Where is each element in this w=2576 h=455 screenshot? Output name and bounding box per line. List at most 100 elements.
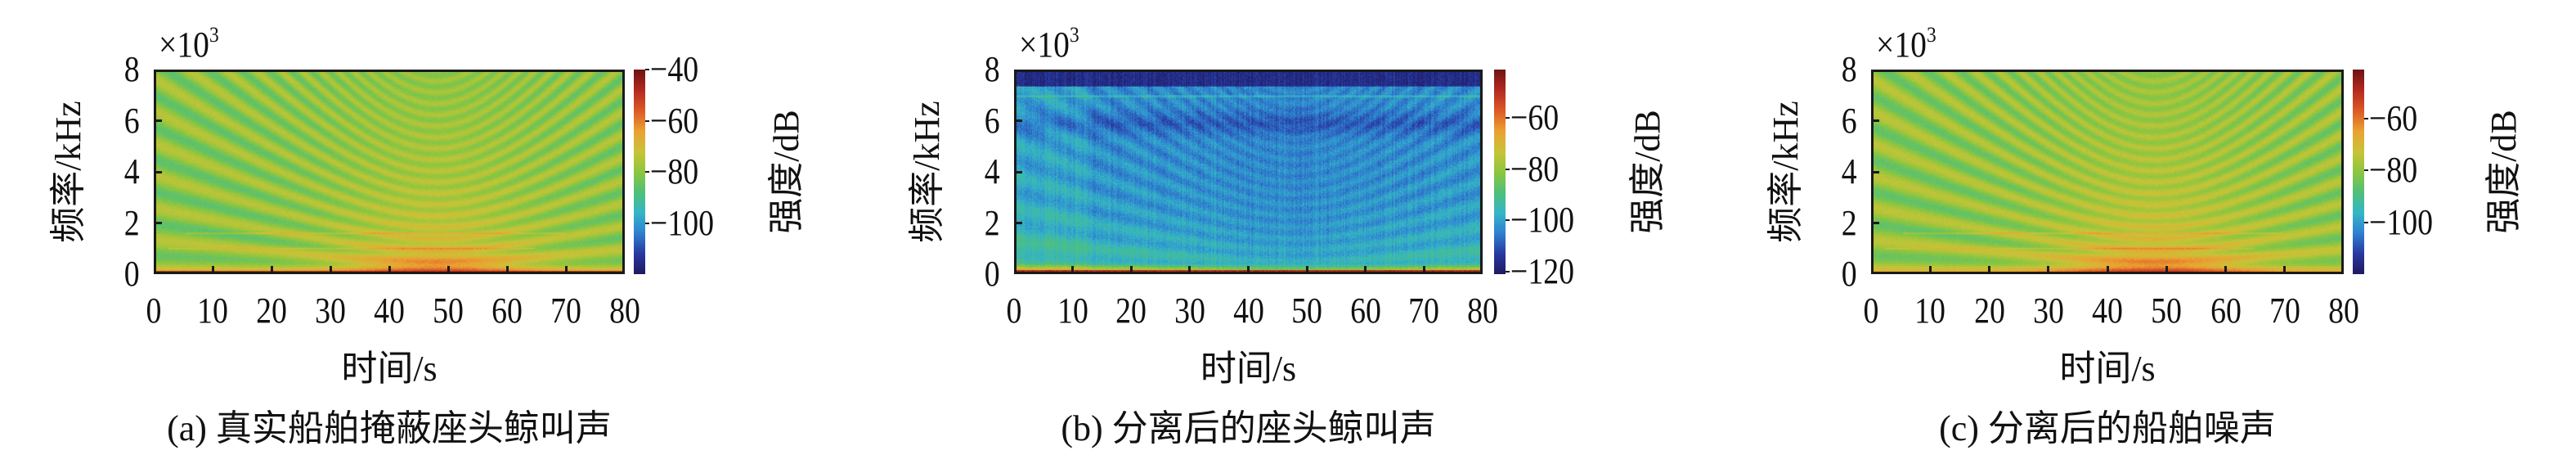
- x-tick-mark: [447, 266, 450, 273]
- y-tick-label: 6: [1841, 100, 1857, 141]
- x-tick-label: 20: [1973, 291, 2005, 331]
- colorbar-tick-label: −80: [1510, 148, 1560, 189]
- x-tick-mark: [2224, 266, 2227, 273]
- colorbar-gradient: [1494, 70, 1506, 274]
- x-tick-mark: [270, 266, 273, 273]
- colorbar-gradient: [634, 70, 645, 274]
- y-tick-mark: [1016, 119, 1022, 122]
- y-axis-label: 频率/kHz: [48, 101, 88, 243]
- x-tick-label: 40: [374, 291, 405, 331]
- y-tick-label: 8: [984, 49, 1000, 89]
- colorbar-gradient: [2353, 70, 2364, 274]
- x-tick-label: 30: [2032, 291, 2064, 331]
- colorbar-tick-mark: [645, 119, 649, 122]
- x-tick-mark: [1364, 266, 1367, 273]
- y-tick-label: 2: [984, 202, 1000, 243]
- colorbar-label: 强度/dB: [2484, 110, 2524, 234]
- x-tick-label: 10: [1914, 291, 1946, 331]
- y-tick-label: 0: [1841, 254, 1857, 294]
- x-axis-label: 时间/s: [341, 349, 438, 389]
- x-tick-label: 10: [1057, 291, 1088, 331]
- y-axis-multiplier: ×103: [1876, 15, 1936, 65]
- x-tick-mark: [1988, 266, 1990, 273]
- y-tick-label: 4: [123, 151, 140, 191]
- x-tick-mark: [2106, 266, 2109, 273]
- x-tick-label: 20: [256, 291, 287, 331]
- colorbar-tick-mark: [1506, 219, 1510, 222]
- x-tick-label: 60: [1349, 291, 1381, 331]
- multiplier-base: ×10: [1019, 25, 1070, 65]
- y-axis-multiplier: ×103: [1019, 15, 1079, 65]
- colorbar-tick-mark: [645, 69, 649, 70]
- colorbar-tick-label: −60: [1510, 97, 1560, 138]
- colorbar-tick-label: −60: [2369, 98, 2418, 139]
- x-tick-label: 70: [2269, 291, 2300, 331]
- y-tick-label: 8: [123, 49, 140, 89]
- y-tick-mark: [1873, 222, 1879, 224]
- y-tick-label: 0: [123, 254, 140, 294]
- colorbar-label: 强度/dB: [1627, 110, 1667, 234]
- x-tick-label: 30: [315, 291, 346, 331]
- x-tick-label: 0: [146, 291, 162, 331]
- x-tick-mark: [2047, 266, 2050, 273]
- y-axis-multiplier: ×103: [159, 15, 219, 65]
- x-tick-label: 30: [1174, 291, 1205, 331]
- multiplier-exponent: 3: [1926, 23, 1936, 47]
- y-tick-label: 2: [1841, 202, 1857, 243]
- y-tick-mark: [1873, 170, 1879, 173]
- spectrogram-plot: [1871, 70, 2344, 274]
- colorbar-tick-label: −80: [650, 151, 699, 191]
- colorbar-tick-label: −100: [1510, 200, 1575, 241]
- colorbar-tick-mark: [1506, 117, 1510, 119]
- colorbar-tick-label: −80: [2369, 150, 2418, 191]
- x-tick-mark: [1422, 266, 1425, 273]
- y-tick-label: 6: [984, 100, 1000, 141]
- colorbar-tick-mark: [645, 171, 649, 173]
- multiplier-exponent: 3: [209, 23, 219, 47]
- x-tick-label: 70: [1408, 291, 1440, 331]
- x-tick-label: 50: [1291, 291, 1323, 331]
- y-tick-mark: [155, 119, 162, 122]
- x-tick-label: 80: [609, 291, 640, 331]
- x-tick-label: 20: [1115, 291, 1147, 331]
- spectrogram-plot: [1014, 70, 1483, 274]
- x-tick-label: 60: [2210, 291, 2242, 331]
- x-tick-mark: [564, 266, 568, 273]
- colorbar-tick-mark: [645, 222, 649, 224]
- x-tick-mark: [2165, 266, 2168, 273]
- x-axis-label: 时间/s: [2059, 349, 2156, 389]
- colorbar-tick-mark: [1506, 270, 1510, 273]
- x-tick-mark: [1305, 266, 1308, 273]
- y-tick-mark: [155, 222, 162, 224]
- y-tick-label: 4: [984, 151, 1000, 191]
- multiplier-base: ×10: [1876, 25, 1927, 65]
- y-axis-label: 频率/kHz: [907, 101, 947, 243]
- x-tick-label: 50: [433, 291, 464, 331]
- y-tick-mark: [1873, 119, 1879, 122]
- x-tick-label: 40: [1232, 291, 1264, 331]
- x-tick-mark: [1129, 266, 1133, 273]
- x-tick-label: 40: [2092, 291, 2123, 331]
- figure-caption: (a) 真实船舶掩蔽座头鲸叫声: [167, 408, 612, 448]
- x-tick-mark: [388, 266, 391, 273]
- y-tick-mark: [155, 170, 162, 173]
- x-tick-label: 80: [2328, 291, 2359, 331]
- figure-caption: (c) 分离后的船舶噪声: [1939, 408, 2276, 448]
- x-tick-mark: [1071, 266, 1075, 273]
- colorbar: [1494, 70, 1506, 274]
- x-tick-mark: [1188, 266, 1192, 273]
- colorbar-tick-label: −100: [650, 202, 715, 243]
- colorbar: [2353, 70, 2364, 274]
- y-tick-mark: [1016, 170, 1022, 173]
- x-tick-mark: [211, 266, 214, 273]
- colorbar-tick-label: −120: [1510, 250, 1575, 291]
- colorbar-tick-label: −40: [650, 49, 699, 89]
- y-tick-label: 8: [1841, 49, 1857, 89]
- x-tick-label: 10: [197, 291, 228, 331]
- multiplier-exponent: 3: [1069, 23, 1079, 47]
- x-tick-label: 60: [491, 291, 523, 331]
- spectrogram-image: [156, 72, 622, 272]
- y-tick-mark: [1016, 222, 1022, 224]
- y-tick-label: 2: [123, 202, 140, 243]
- colorbar-tick-mark: [2364, 221, 2368, 223]
